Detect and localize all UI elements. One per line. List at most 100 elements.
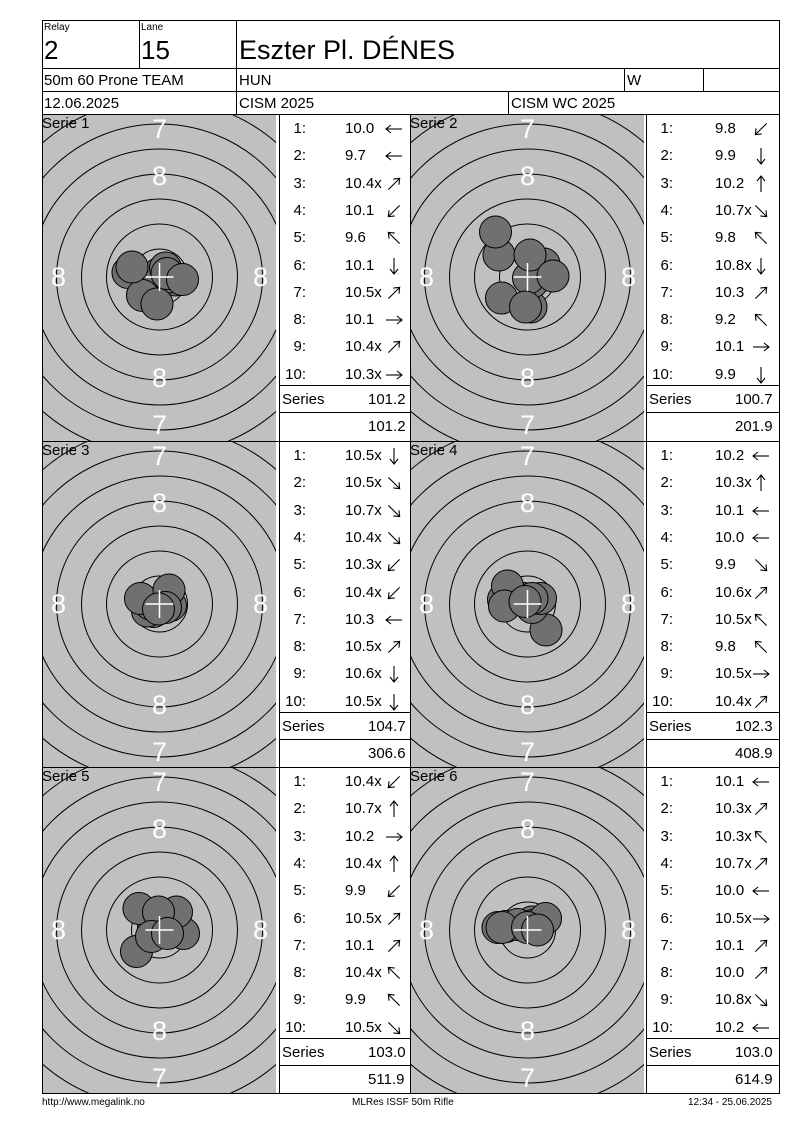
shot-value: 10.5x — [345, 474, 382, 492]
match-name: CISM WC 2025 — [511, 95, 616, 112]
target-ring — [474, 876, 581, 984]
shot-row: 6: 10.8x — [647, 257, 775, 277]
shot-row: 10: 9.9 — [647, 366, 775, 386]
divider-line — [410, 114, 411, 1094]
footer-website: http://www.megalink.no — [42, 1097, 145, 1108]
shot-number: 4: — [293, 854, 306, 872]
series-label: Series — [282, 1044, 325, 1061]
direction-arrow-icon — [754, 231, 768, 245]
footer-system: MLRes ISSF 50m Rifle — [352, 1097, 454, 1108]
direction-arrow-icon — [756, 174, 766, 192]
direction-arrow-icon — [389, 855, 399, 872]
ring-number-8: 8 — [520, 488, 535, 518]
shot-number: 10: — [652, 365, 673, 383]
shot-hole — [115, 250, 149, 284]
center-cross — [145, 916, 174, 944]
series-total: 102.3 — [735, 718, 773, 735]
ring-number-7: 7 — [152, 737, 167, 767]
shot-number: 7: — [293, 610, 306, 628]
shot-row: 4: 10.4x — [280, 529, 408, 549]
direction-arrow-icon — [756, 257, 766, 275]
shot-number: 4: — [660, 854, 673, 872]
shot-value: 10.2 — [715, 447, 745, 464]
divider-line — [42, 91, 780, 92]
shot-number: 7: — [293, 936, 306, 954]
shot-value: 10.6x — [345, 665, 382, 683]
ring-number-8: 8 — [520, 814, 535, 844]
shot-value: 10.5x — [715, 610, 752, 628]
shot-row: 1: 10.4x — [280, 773, 408, 793]
shot-value: 10.1 — [345, 201, 375, 219]
cumulative-total: 408.9 — [735, 745, 773, 762]
shot-row: 7: 10.1 — [647, 937, 775, 957]
target-ring — [43, 450, 276, 758]
shot-value: 10.1 — [345, 311, 375, 329]
shot-row: 10: 10.4x — [647, 693, 775, 713]
ring-number-8: 8 — [520, 690, 535, 720]
direction-arrow-icon — [754, 803, 768, 816]
divider-line — [624, 68, 625, 92]
divider-line — [279, 385, 411, 386]
ring-number-8: 8 — [621, 589, 636, 619]
lane-label: Lane — [141, 22, 164, 33]
shot-row: 2: 9.7 — [280, 147, 408, 167]
shot-number: 1: — [293, 120, 306, 137]
shot-row: 4: 10.0 — [647, 529, 775, 549]
shot-number: 6: — [293, 909, 306, 927]
direction-arrow-icon — [756, 474, 766, 492]
target-ring — [449, 851, 606, 1009]
shot-number: 10: — [652, 1018, 673, 1036]
direction-arrow-icon — [754, 313, 768, 327]
shot-number: 2: — [293, 800, 306, 818]
direction-arrow-icon — [387, 231, 401, 245]
direction-arrow-icon — [389, 693, 399, 711]
ring-number-7: 7 — [152, 1063, 167, 1093]
shot-row: 8: 10.1 — [280, 311, 408, 331]
shot-number: 3: — [660, 827, 673, 845]
shot-number: 10: — [285, 365, 306, 383]
shot-value: 9.7 — [345, 147, 366, 165]
shot-row: 5: 9.6 — [280, 229, 408, 249]
target-ring — [56, 173, 263, 381]
divider-line — [646, 1065, 780, 1066]
shot-row: 9: 9.9 — [280, 991, 408, 1011]
shot-value: 10.7x — [715, 854, 752, 872]
target-ring — [411, 801, 644, 1059]
shot-value: 9.9 — [715, 556, 736, 574]
shot-value: 9.8 — [715, 229, 736, 247]
shot-value: 10.3 — [345, 610, 375, 628]
divider-line — [508, 91, 509, 115]
divider-line — [42, 20, 780, 21]
direction-arrow-icon — [389, 666, 399, 684]
ring-number-8: 8 — [152, 1016, 167, 1046]
target-ring — [411, 776, 644, 1084]
series-total: 104.7 — [368, 718, 406, 735]
shot-number: 5: — [660, 229, 673, 247]
shot-row: 10: 10.5x — [280, 693, 408, 713]
shot-row: 9: 10.8x — [647, 991, 775, 1011]
shot-value: 10.5x — [345, 638, 382, 656]
shot-row: 3: 10.4x — [280, 175, 408, 195]
center-cross — [513, 263, 542, 291]
shot-value: 10.5x — [345, 692, 382, 710]
direction-arrow-icon — [385, 615, 402, 625]
relay-number: 2 — [44, 35, 59, 65]
target-face: 7 8 8 7 8 8 — [411, 442, 644, 768]
direction-arrow-icon — [387, 885, 401, 898]
direction-arrow-icon — [387, 994, 401, 1007]
target-face: 7 8 8 7 8 8 — [43, 442, 276, 768]
shot-value: 10.4x — [345, 338, 382, 356]
direction-arrow-icon — [752, 506, 769, 516]
target-face: 7 8 8 7 8 8 — [43, 115, 276, 441]
shot-number: 10: — [285, 1018, 306, 1036]
footer-timestamp: 12:34 - 25.06.2025 — [688, 1097, 772, 1108]
shot-row: 6: 10.6x — [647, 584, 775, 604]
shot-value: 9.8 — [715, 120, 736, 137]
cumulative-total: 614.9 — [735, 1071, 773, 1088]
shot-number: 2: — [660, 474, 673, 492]
shot-number: 9: — [293, 991, 306, 1009]
shot-number: 2: — [293, 474, 306, 492]
shot-number: 1: — [660, 773, 673, 790]
shot-row: 9: 10.6x — [280, 665, 408, 685]
ring-number-8: 8 — [253, 915, 268, 945]
